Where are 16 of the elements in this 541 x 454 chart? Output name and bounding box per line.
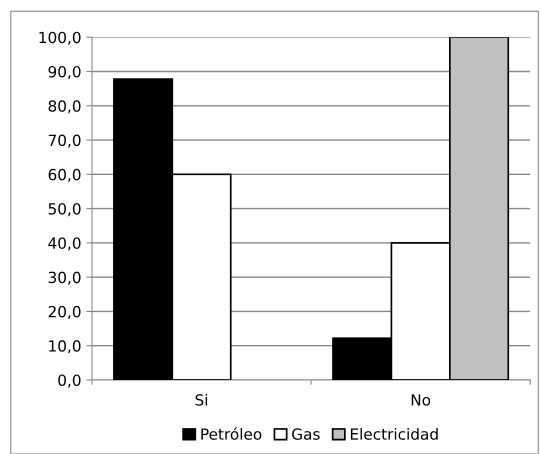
- y-tick-label: 70,0: [48, 134, 81, 148]
- legend-label: Gas: [292, 428, 320, 440]
- y-tick-label: 30,0: [48, 272, 81, 285]
- legend-label: Electricidad: [350, 428, 438, 440]
- y-tick-label: 0,0: [58, 374, 81, 388]
- y-tick-label: 80,0: [48, 100, 81, 114]
- y-tick-label: 40,0: [48, 237, 81, 250]
- y-tick-label: 10,0: [49, 340, 81, 354]
- legend-label: Petróleo: [201, 427, 262, 440]
- y-tick-label: 20,0: [48, 306, 81, 320]
- y-tick-label: 100,0: [39, 32, 81, 45]
- y-tick-label: 90,0: [48, 66, 81, 80]
- x-tick-label: No: [412, 394, 430, 406]
- x-tick-label: Si: [196, 394, 208, 406]
- y-tick-label: 60,0: [48, 168, 81, 182]
- y-tick-label: 50,0: [48, 203, 81, 216]
